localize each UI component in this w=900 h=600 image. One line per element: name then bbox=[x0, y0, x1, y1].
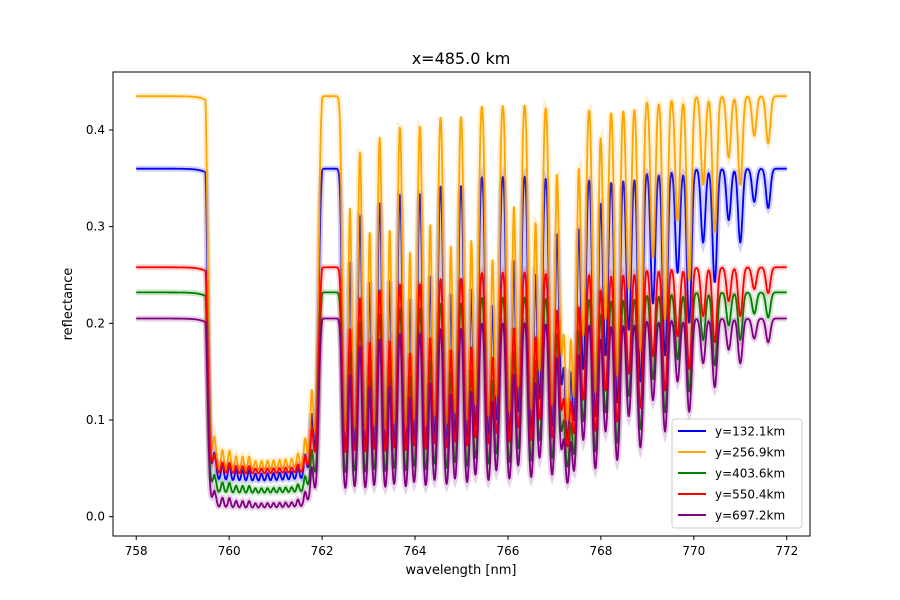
series-line-5 bbox=[135, 317, 788, 509]
x-axis-ticks: 758 760 762 764 766 768 770 772 bbox=[125, 536, 798, 558]
legend-label-1: y=132.1km bbox=[715, 425, 785, 439]
x-axis-label: wavelength [nm] bbox=[406, 563, 517, 578]
legend: y=132.1km y=256.9km y=403.6km y=550.4km y=69… bbox=[671, 418, 803, 529]
legend-box bbox=[671, 418, 803, 529]
series-line-1 bbox=[135, 167, 788, 482]
series-line-2 bbox=[135, 95, 788, 471]
x-tick-label: 764 bbox=[404, 544, 427, 558]
y-tick-label: 0.0 bbox=[86, 510, 105, 524]
x-tick-label: 760 bbox=[218, 544, 241, 558]
y-tick-label: 0.3 bbox=[86, 220, 105, 234]
x-tick-label: 770 bbox=[682, 544, 705, 558]
series-line-4 bbox=[135, 266, 788, 475]
chart-title: x=485.0 km bbox=[412, 49, 511, 68]
plot-lines bbox=[135, 93, 788, 511]
x-tick-label: 768 bbox=[589, 544, 612, 558]
y-tick-label: 0.1 bbox=[86, 413, 105, 427]
legend-label-3: y=403.6km bbox=[715, 467, 785, 481]
axes-frame bbox=[112, 71, 811, 537]
y-tick-label: 0.2 bbox=[86, 316, 105, 330]
y-axis-label: reflectance bbox=[61, 268, 76, 341]
series-line-3 bbox=[135, 291, 788, 494]
x-tick-label: 772 bbox=[775, 544, 798, 558]
legend-label-2: y=256.9km bbox=[715, 446, 785, 460]
x-tick-label: 762 bbox=[311, 544, 334, 558]
y-tick-label: 0.4 bbox=[86, 123, 105, 137]
legend-label-4: y=550.4km bbox=[715, 488, 785, 502]
x-tick-label: 758 bbox=[125, 544, 148, 558]
y-axis-ticks: 0.0 0.1 0.2 0.3 0.4 bbox=[86, 123, 113, 524]
legend-label-5: y=697.2km bbox=[715, 509, 785, 523]
x-tick-label: 766 bbox=[497, 544, 520, 558]
